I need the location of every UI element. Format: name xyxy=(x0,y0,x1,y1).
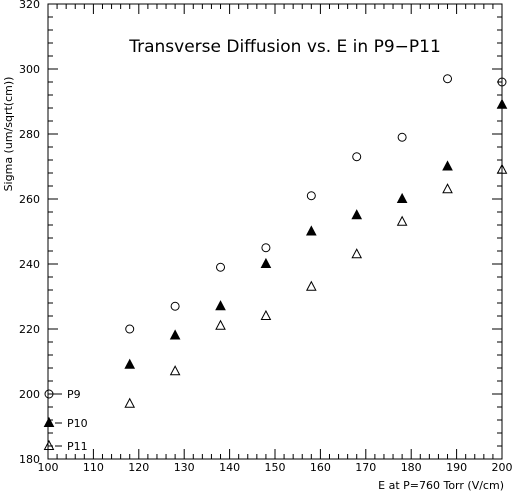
legend-marker xyxy=(43,439,55,450)
data-point xyxy=(215,319,226,330)
data-point xyxy=(170,301,180,311)
data-point xyxy=(496,98,508,109)
data-point xyxy=(352,152,362,162)
x-tick-label: 100 xyxy=(38,461,59,474)
data-point xyxy=(443,74,453,84)
data-point xyxy=(496,163,508,174)
series-p9 xyxy=(125,74,507,334)
data-point xyxy=(261,243,271,253)
x-tick-label: 120 xyxy=(128,461,149,474)
axis-ticks xyxy=(47,3,503,460)
x-tick-label: 130 xyxy=(174,461,195,474)
data-point xyxy=(397,132,407,142)
data-point xyxy=(169,329,181,340)
data-point xyxy=(124,358,136,369)
data-point xyxy=(442,183,453,194)
y-tick-label: 300 xyxy=(19,63,40,76)
y-tick-label: 240 xyxy=(19,258,40,271)
x-tick-label: 190 xyxy=(446,461,467,474)
legend-item-p10: P10 xyxy=(43,416,88,430)
legend-label: P9 xyxy=(67,388,81,401)
data-point xyxy=(260,257,272,268)
data-point xyxy=(442,160,453,171)
data-point xyxy=(351,209,363,220)
data-point xyxy=(305,280,317,291)
legend-label: P11 xyxy=(67,440,88,453)
x-tick-label: 170 xyxy=(355,461,376,474)
y-tick-label: 280 xyxy=(19,128,40,141)
x-tick-label: 150 xyxy=(265,461,286,474)
data-point xyxy=(124,397,136,408)
data-point xyxy=(305,225,317,236)
y-tick-label: 180 xyxy=(19,453,40,466)
legend-item-p11: P11 xyxy=(43,439,88,453)
data-point xyxy=(396,192,408,203)
data-point xyxy=(260,309,272,320)
legend-item-p9: P9 xyxy=(44,388,81,401)
series-p11 xyxy=(124,163,508,408)
data-point xyxy=(125,324,135,334)
y-tick-label: 220 xyxy=(19,323,40,336)
data-point xyxy=(497,77,507,87)
x-tick-label: 200 xyxy=(492,461,513,474)
legend-marker xyxy=(43,416,55,427)
x-axis-label: E at P=760 Torr (V/cm) xyxy=(378,479,504,491)
legend-label: P10 xyxy=(67,417,88,430)
x-tick-label: 160 xyxy=(310,461,331,474)
data-point xyxy=(396,215,408,226)
data-point xyxy=(351,248,363,259)
y-tick-label: 200 xyxy=(19,388,40,401)
y-tick-label: 260 xyxy=(19,193,40,206)
data-points xyxy=(124,74,508,408)
x-tick-label: 180 xyxy=(401,461,422,474)
chart-title: Transverse Diffusion vs. E in P9−P11 xyxy=(128,37,441,57)
data-point xyxy=(215,300,226,311)
data-point xyxy=(169,365,181,376)
data-point xyxy=(216,262,226,272)
x-tick-label: 110 xyxy=(83,461,104,474)
legend: P9 P10 P11 xyxy=(43,388,88,453)
legend-marker xyxy=(44,389,54,399)
y-tick-label: 320 xyxy=(19,0,40,11)
tick-labels: 100 110 120 130 140 150 160 170 180 190 200 180 200 2… xyxy=(19,0,513,474)
x-tick-label: 140 xyxy=(219,461,240,474)
series-p10 xyxy=(124,98,508,369)
plot-frame xyxy=(47,3,503,460)
y-axis-label: Sigma (um/sqrt(cm)) xyxy=(2,77,15,192)
data-point xyxy=(306,191,316,201)
